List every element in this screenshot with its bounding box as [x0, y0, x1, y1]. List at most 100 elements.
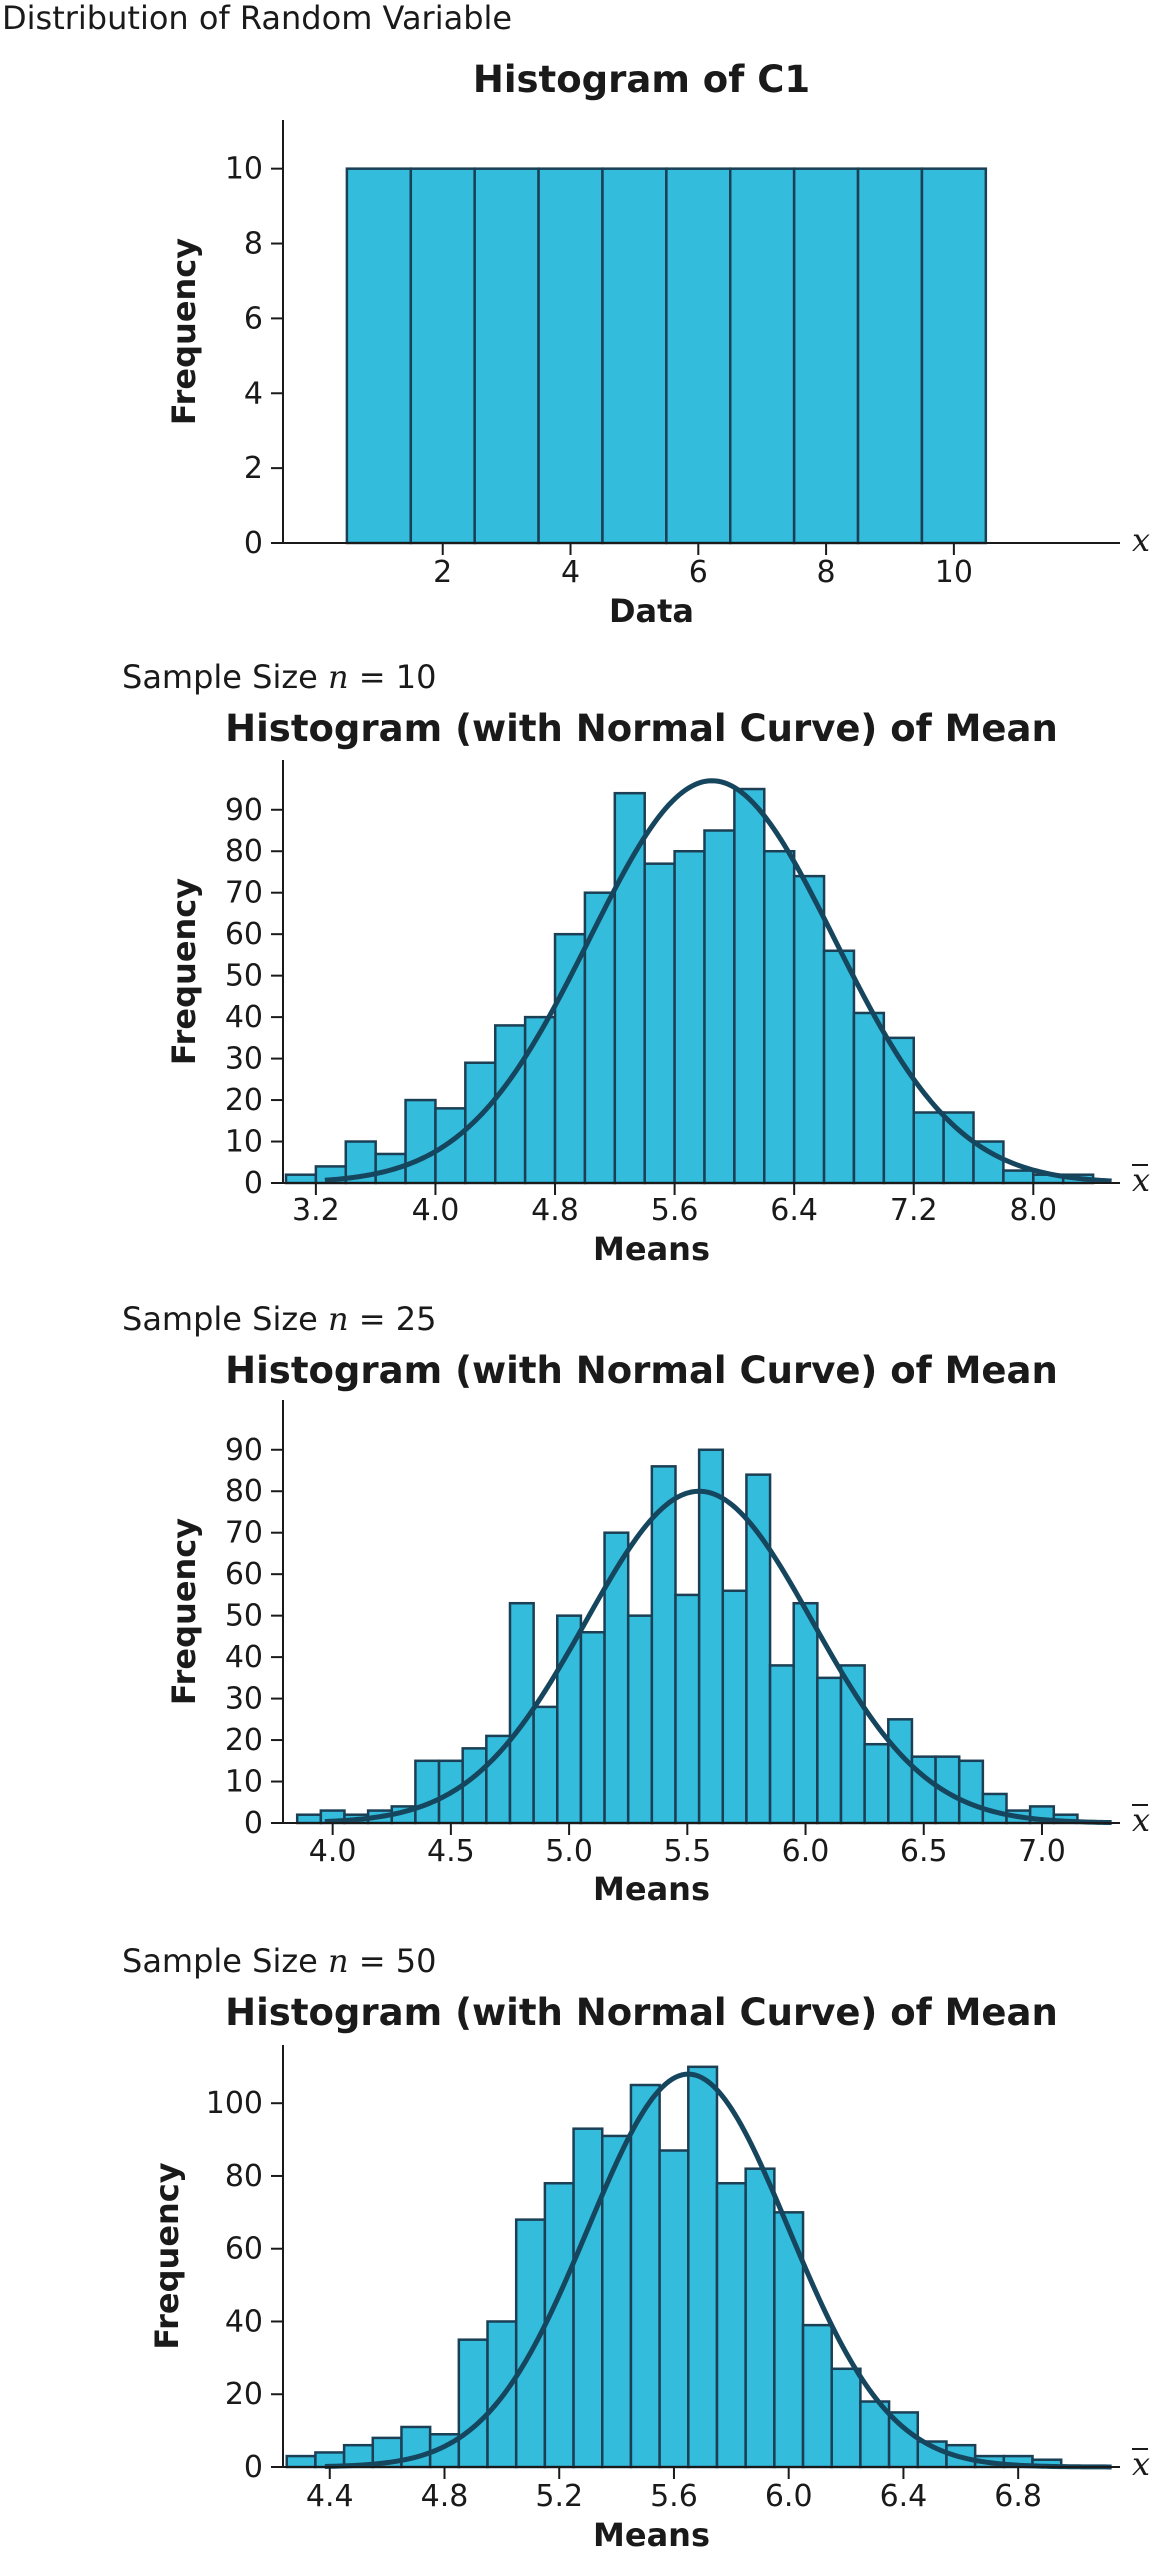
x-axis-title: Data — [609, 592, 694, 630]
x-axis-variable-label: x — [1132, 1801, 1150, 1839]
histogram-bar — [543, 2181, 575, 2469]
histogram-bar — [461, 1747, 488, 1825]
sample-size-prefix: Sample Size — [122, 1300, 328, 1338]
histogram-bar — [972, 1140, 1005, 1185]
histogram-bar — [687, 2065, 719, 2469]
histogram-bar — [493, 1024, 527, 1185]
chart-title: Histogram (with Normal Curve) of Mean — [225, 707, 1058, 750]
y-axis-title: Frequency — [148, 2162, 186, 2349]
histogram-bar — [457, 2338, 489, 2469]
y-tick-label: 70 — [225, 876, 263, 911]
histogram-bar — [957, 1759, 985, 1825]
x-axis-variable-label: x — [1132, 521, 1150, 559]
x-tick-label: 5.6 — [651, 1193, 699, 1228]
x-tick-label: 6.0 — [782, 1834, 830, 1869]
y-tick-label: 60 — [225, 2232, 263, 2267]
histogram-bar — [912, 1111, 945, 1185]
histogram-bar — [920, 167, 988, 545]
histogram-bar — [859, 2400, 891, 2469]
histogram-bar — [830, 2367, 862, 2469]
y-tick-label: 8 — [244, 227, 263, 262]
histogram-bar — [532, 1705, 559, 1825]
histogram-bar — [658, 2149, 690, 2469]
x-tick-label: 6.0 — [765, 2479, 813, 2514]
normal-curve — [324, 778, 1112, 1184]
sample-size-value: = 10 — [349, 658, 437, 696]
sample-size-variable: n — [328, 1942, 349, 1980]
normal-curve — [324, 1488, 1112, 1826]
histogram-bar — [715, 2181, 747, 2469]
histogram-bar — [284, 1173, 318, 1185]
histogram-bar — [674, 1593, 701, 1825]
sample-size-variable: n — [328, 658, 349, 696]
x-tick-label: 2 — [433, 555, 452, 590]
y-tick-label: 20 — [225, 1723, 263, 1758]
y-tick-label: 10 — [225, 1765, 263, 1800]
histogram-bar — [485, 1734, 512, 1825]
histogram-bar — [697, 1448, 725, 1825]
y-tick-label: 0 — [244, 2450, 263, 2485]
histogram-bar — [603, 1531, 630, 1825]
x-tick-label: 4.8 — [421, 2479, 469, 2514]
sample-size-prefix: Sample Size — [122, 658, 328, 696]
histogram-bar — [613, 791, 646, 1185]
x-tick-label: 4.0 — [412, 1193, 460, 1228]
histogram-bar — [295, 1813, 323, 1825]
histogram-bar — [572, 2127, 604, 2469]
histogram-bar — [601, 167, 668, 545]
histogram-bar — [801, 2323, 833, 2469]
charts-group: Histogram of C1 x 0 2 4 6 8 10 2 4 6 8 10 Data Frequen… — [122, 58, 1150, 2554]
x-tick-label: 5.2 — [535, 2479, 583, 2514]
histogram-bar — [345, 167, 413, 545]
histogram-bar — [629, 2083, 661, 2469]
y-tick-label: 6 — [244, 301, 263, 336]
histogram-bar — [887, 1718, 914, 1825]
histogram-bar — [643, 862, 676, 1185]
histogram-bar — [882, 1036, 915, 1185]
histogram-bar — [768, 1664, 795, 1825]
histogram-bar — [414, 1759, 441, 1825]
chart-title: Histogram of C1 — [473, 58, 810, 101]
histogram-bar — [673, 849, 706, 1185]
y-tick-label: 70 — [225, 1516, 263, 1551]
histogram-bar — [285, 2454, 317, 2469]
y-tick-label: 2 — [244, 451, 263, 486]
x-tick-label: 5.5 — [663, 1834, 711, 1869]
histogram-bar — [744, 2167, 776, 2469]
normal-curve — [324, 2071, 1112, 2470]
y-tick-label: 0 — [244, 526, 263, 561]
histogram-bar — [409, 167, 476, 545]
y-tick-label: 4 — [244, 376, 263, 411]
x-tick-label: 7.2 — [890, 1193, 938, 1228]
y-axis-title: Frequency — [165, 238, 203, 425]
histogram-bar — [856, 167, 924, 545]
y-tick-label: 100 — [206, 2086, 263, 2121]
y-tick-label: 40 — [225, 1000, 263, 1035]
y-tick-label: 0 — [244, 1166, 263, 1201]
y-tick-label: 10 — [225, 1125, 263, 1160]
x-axis-title: Means — [593, 1870, 710, 1908]
y-tick-label: 10 — [225, 152, 263, 187]
histogram-bar — [537, 167, 604, 545]
histogram-bar — [579, 1630, 606, 1825]
y-tick-label: 30 — [225, 1042, 263, 1077]
x-tick-label: 4.0 — [309, 1834, 357, 1869]
histogram-bar — [792, 874, 826, 1185]
histogram-bar — [745, 1473, 772, 1825]
x-axis-title: Means — [593, 1230, 710, 1268]
y-tick-label: 60 — [225, 1557, 263, 1592]
x-tick-label: 4.5 — [427, 1834, 475, 1869]
y-tick-label: 0 — [244, 1806, 263, 1841]
x-tick-label: 8.0 — [1009, 1193, 1057, 1228]
chart-1: Histogram of C1 x 0 2 4 6 8 10 2 4 6 8 10 Data Frequen… — [165, 58, 1150, 630]
x-tick-label: 4 — [561, 555, 580, 590]
y-tick-label: 40 — [225, 1640, 263, 1675]
histogram-bar — [816, 1676, 843, 1825]
histogram-bar — [792, 167, 860, 545]
x-tick-label: 7.0 — [1018, 1834, 1066, 1869]
x-tick-label: 6.8 — [994, 2479, 1042, 2514]
x-tick-label: 8 — [817, 555, 836, 590]
histogram-bar — [852, 1011, 886, 1185]
histogram-bar — [626, 1614, 654, 1825]
sample-size-value: = 25 — [349, 1300, 437, 1338]
